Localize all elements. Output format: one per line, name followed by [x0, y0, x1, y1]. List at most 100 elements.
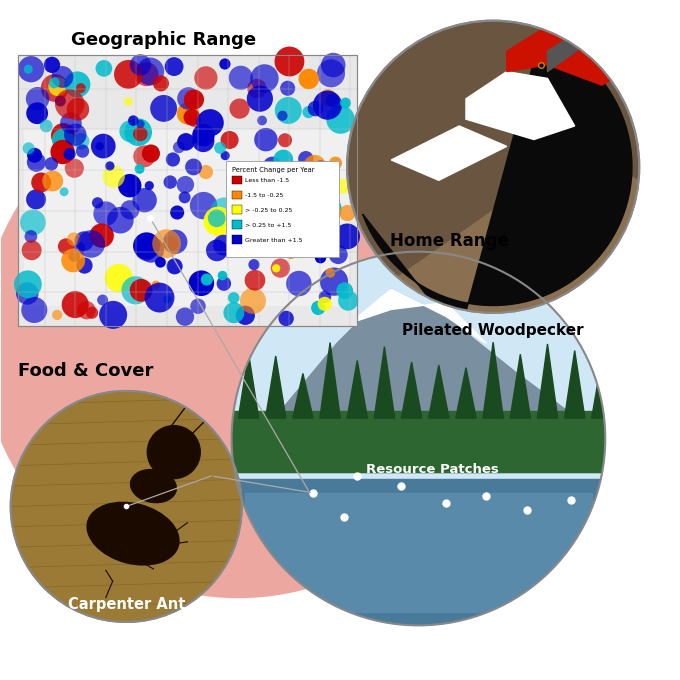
- Circle shape: [283, 236, 293, 246]
- Circle shape: [248, 79, 267, 98]
- Polygon shape: [347, 137, 639, 313]
- Polygon shape: [401, 372, 422, 418]
- Circle shape: [40, 120, 52, 133]
- Circle shape: [206, 239, 228, 261]
- Circle shape: [152, 229, 181, 258]
- Circle shape: [52, 66, 73, 88]
- Circle shape: [65, 158, 84, 178]
- Circle shape: [122, 276, 150, 305]
- Circle shape: [67, 98, 89, 120]
- Circle shape: [51, 123, 75, 148]
- Circle shape: [124, 97, 133, 106]
- Circle shape: [163, 230, 188, 254]
- Circle shape: [93, 201, 118, 226]
- Circle shape: [130, 279, 152, 302]
- Circle shape: [14, 271, 41, 298]
- Text: Food & Cover: Food & Cover: [18, 362, 153, 379]
- Circle shape: [138, 237, 164, 262]
- Circle shape: [218, 271, 227, 280]
- Circle shape: [145, 181, 154, 190]
- Circle shape: [52, 129, 73, 151]
- Circle shape: [18, 56, 44, 82]
- Circle shape: [278, 133, 292, 148]
- Circle shape: [190, 299, 206, 314]
- Circle shape: [69, 250, 80, 262]
- Circle shape: [244, 173, 258, 186]
- Circle shape: [130, 54, 151, 75]
- Circle shape: [142, 144, 160, 163]
- Circle shape: [316, 222, 332, 238]
- Circle shape: [63, 148, 75, 160]
- Circle shape: [50, 140, 75, 164]
- Bar: [233, 190, 243, 199]
- Circle shape: [340, 98, 351, 108]
- Circle shape: [179, 191, 190, 203]
- Circle shape: [185, 158, 202, 175]
- Circle shape: [318, 296, 332, 311]
- Circle shape: [62, 291, 88, 318]
- Text: Geographic Range: Geographic Range: [71, 31, 256, 49]
- Text: Greater than +1.5: Greater than +1.5: [245, 237, 303, 243]
- Circle shape: [60, 112, 82, 134]
- Text: Pileated Woodpecker: Pileated Woodpecker: [403, 323, 584, 338]
- Circle shape: [275, 47, 305, 76]
- Circle shape: [49, 78, 60, 88]
- Circle shape: [329, 156, 342, 170]
- Circle shape: [11, 391, 242, 622]
- Circle shape: [133, 188, 157, 212]
- Circle shape: [217, 276, 231, 291]
- Circle shape: [298, 151, 313, 167]
- Circle shape: [118, 174, 141, 197]
- Bar: [18, 54, 357, 326]
- Circle shape: [220, 131, 239, 149]
- Circle shape: [254, 166, 275, 187]
- Circle shape: [210, 197, 239, 226]
- Circle shape: [145, 283, 175, 313]
- Polygon shape: [225, 411, 612, 473]
- Circle shape: [328, 245, 347, 264]
- Circle shape: [303, 106, 315, 118]
- Bar: [18, 54, 357, 326]
- Circle shape: [170, 205, 184, 220]
- Circle shape: [248, 259, 260, 270]
- Polygon shape: [362, 36, 632, 337]
- Circle shape: [297, 205, 324, 231]
- Circle shape: [96, 60, 112, 77]
- Circle shape: [166, 152, 180, 167]
- Circle shape: [55, 89, 84, 119]
- Text: Percent Change per Year: Percent Change per Year: [232, 167, 314, 173]
- Circle shape: [176, 307, 194, 326]
- Circle shape: [64, 124, 86, 146]
- Circle shape: [76, 258, 92, 273]
- Bar: [233, 235, 243, 244]
- Circle shape: [194, 66, 218, 90]
- Circle shape: [197, 109, 224, 137]
- Circle shape: [335, 224, 360, 250]
- Circle shape: [199, 165, 213, 179]
- Circle shape: [74, 231, 94, 251]
- Circle shape: [192, 124, 215, 146]
- Circle shape: [272, 264, 280, 273]
- Circle shape: [245, 174, 260, 188]
- Circle shape: [269, 167, 286, 184]
- Circle shape: [308, 211, 328, 231]
- Circle shape: [95, 142, 104, 150]
- Circle shape: [167, 258, 183, 274]
- Circle shape: [337, 282, 353, 299]
- Circle shape: [97, 294, 108, 305]
- Circle shape: [76, 144, 89, 158]
- Circle shape: [231, 229, 250, 249]
- Circle shape: [273, 150, 293, 169]
- Text: -1.5 to -0.25: -1.5 to -0.25: [245, 192, 284, 198]
- Circle shape: [280, 241, 292, 253]
- Circle shape: [155, 257, 166, 268]
- Circle shape: [326, 268, 335, 277]
- Circle shape: [234, 168, 244, 178]
- Circle shape: [45, 157, 58, 171]
- Circle shape: [257, 116, 267, 125]
- Circle shape: [20, 209, 46, 235]
- Circle shape: [213, 235, 234, 256]
- Circle shape: [247, 86, 273, 112]
- Circle shape: [254, 128, 277, 152]
- Circle shape: [128, 116, 139, 126]
